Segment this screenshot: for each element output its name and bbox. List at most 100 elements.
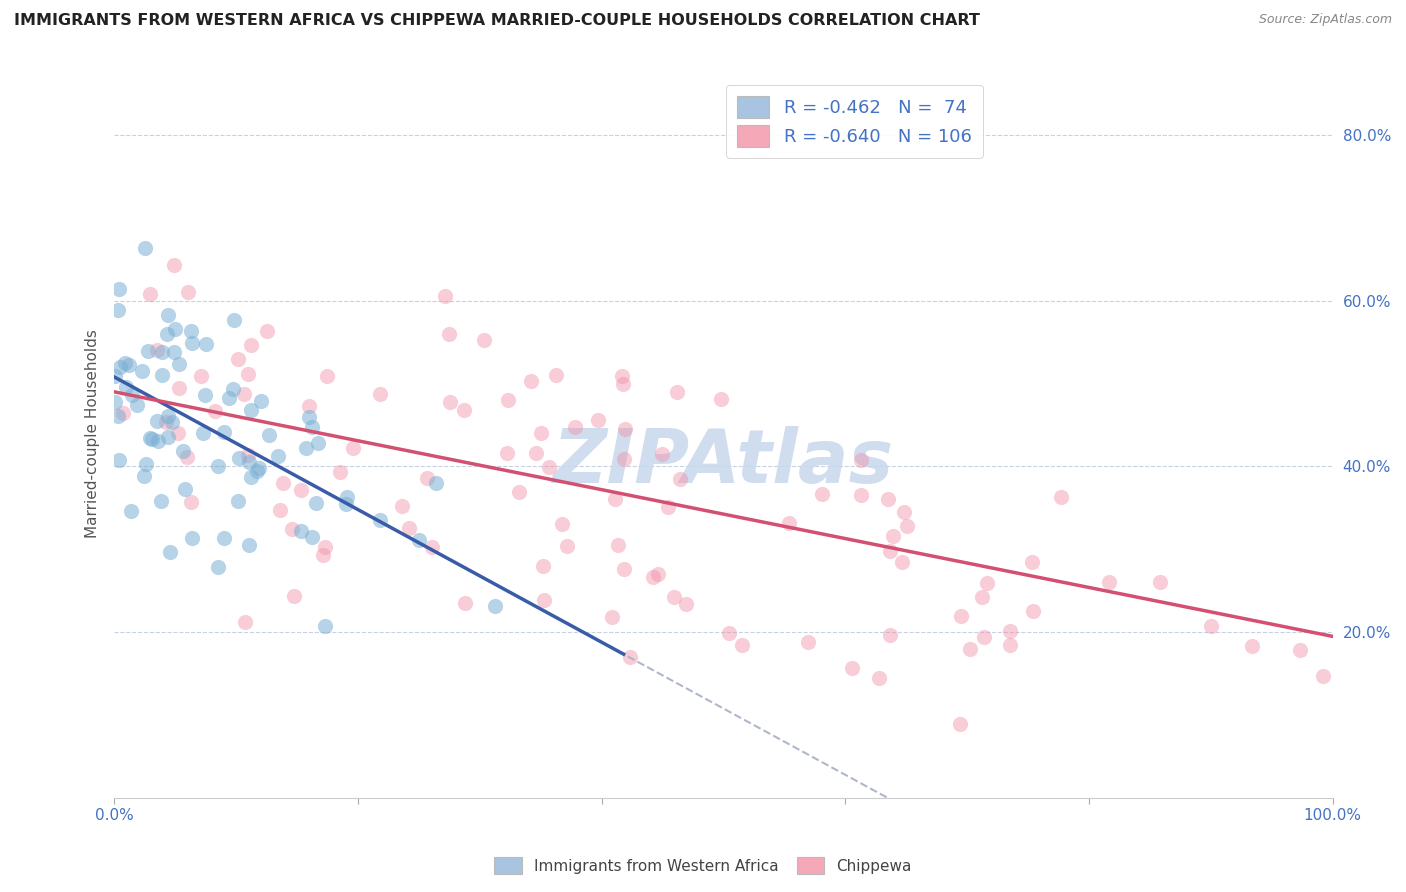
- Point: [669, 472, 692, 486]
- Point: [998, 624, 1021, 639]
- Point: [717, 625, 740, 640]
- Point: [797, 635, 820, 649]
- Point: [1240, 639, 1263, 653]
- Point: [295, 441, 318, 455]
- Point: [218, 391, 240, 405]
- Point: [181, 531, 204, 545]
- Point: [1021, 555, 1043, 569]
- Point: [316, 368, 339, 383]
- Y-axis label: Married-couple Households: Married-couple Households: [86, 329, 100, 538]
- Point: [156, 327, 179, 342]
- Point: [335, 497, 357, 511]
- Point: [138, 431, 160, 445]
- Point: [976, 576, 998, 591]
- Point: [851, 488, 873, 502]
- Point: [439, 394, 461, 409]
- Point: [298, 409, 321, 424]
- Point: [301, 530, 323, 544]
- Point: [180, 335, 202, 350]
- Point: [111, 405, 134, 419]
- Point: [207, 560, 229, 574]
- Point: [156, 308, 179, 322]
- Point: [998, 638, 1021, 652]
- Point: [437, 327, 460, 342]
- Point: [472, 333, 495, 347]
- Point: [613, 451, 636, 466]
- Point: [204, 403, 226, 417]
- Point: [239, 469, 262, 483]
- Point: [454, 596, 477, 610]
- Point: [841, 661, 863, 675]
- Point: [238, 368, 260, 382]
- Point: [949, 717, 972, 731]
- Point: [433, 289, 456, 303]
- Point: [537, 460, 560, 475]
- Point: [271, 476, 294, 491]
- Point: [811, 487, 834, 501]
- Point: [256, 324, 278, 338]
- Point: [233, 387, 256, 401]
- Point: [1199, 619, 1222, 633]
- Point: [165, 322, 187, 336]
- Point: [602, 610, 624, 624]
- Point: [607, 538, 630, 552]
- Point: [269, 503, 291, 517]
- Point: [555, 539, 578, 553]
- Point: [157, 409, 180, 423]
- Point: [496, 446, 519, 460]
- Point: [731, 638, 754, 652]
- Point: [530, 426, 553, 441]
- Point: [301, 420, 323, 434]
- Point: [675, 598, 697, 612]
- Point: [108, 360, 131, 375]
- Point: [314, 619, 336, 633]
- Point: [281, 522, 304, 536]
- Point: [879, 544, 901, 558]
- Text: IMMIGRANTS FROM WESTERN AFRICA VS CHIPPEWA MARRIED-COUPLE HOUSEHOLDS CORRELATION: IMMIGRANTS FROM WESTERN AFRICA VS CHIPPE…: [14, 13, 980, 29]
- Point: [121, 388, 143, 402]
- Point: [172, 444, 194, 458]
- Text: Source: ZipAtlas.com: Source: ZipAtlas.com: [1258, 13, 1392, 27]
- Point: [150, 368, 173, 382]
- Point: [959, 642, 981, 657]
- Point: [368, 513, 391, 527]
- Point: [173, 482, 195, 496]
- Point: [107, 282, 129, 296]
- Point: [666, 385, 689, 400]
- Point: [420, 540, 443, 554]
- Point: [1022, 604, 1045, 618]
- Point: [131, 364, 153, 378]
- Point: [190, 368, 212, 383]
- Point: [778, 516, 800, 530]
- Point: [641, 569, 664, 583]
- Point: [551, 516, 574, 531]
- Point: [249, 394, 271, 409]
- Point: [398, 521, 420, 535]
- Text: ZIPAtlas: ZIPAtlas: [553, 426, 894, 499]
- Point: [150, 494, 173, 508]
- Point: [1312, 669, 1334, 683]
- Point: [238, 455, 260, 469]
- Point: [893, 505, 915, 519]
- Point: [336, 490, 359, 504]
- Point: [603, 492, 626, 507]
- Point: [416, 471, 439, 485]
- Point: [508, 485, 530, 500]
- Point: [107, 409, 129, 423]
- Point: [1098, 574, 1121, 589]
- Point: [370, 387, 392, 401]
- Point: [657, 500, 679, 515]
- Point: [120, 503, 142, 517]
- Point: [849, 453, 872, 467]
- Point: [155, 415, 177, 429]
- Point: [247, 460, 270, 475]
- Point: [235, 615, 257, 629]
- Point: [647, 566, 669, 581]
- Point: [1288, 642, 1310, 657]
- Point: [176, 450, 198, 464]
- Point: [304, 496, 326, 510]
- Point: [191, 425, 214, 440]
- Point: [212, 425, 235, 440]
- Point: [891, 555, 914, 569]
- Point: [298, 400, 321, 414]
